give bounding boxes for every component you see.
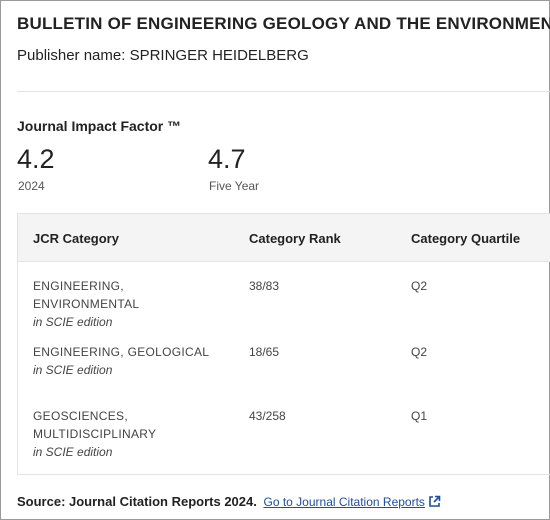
impact-factor-year: 2024 <box>18 179 45 193</box>
category-quartile: Q2 <box>411 345 428 359</box>
category-edition: in SCIE edition <box>33 363 113 377</box>
category-rank: 43/258 <box>249 409 286 423</box>
header-category-quartile: Category Quartile <box>411 231 521 246</box>
category-quartile: Q2 <box>411 279 428 293</box>
category-name-line: GEOSCIENCES, <box>33 409 128 423</box>
impact-factor-value: 4.2 <box>17 144 55 174</box>
category-edition: in SCIE edition <box>33 445 113 459</box>
category-name-line: ENGINEERING, ENVIRONMENTAL <box>33 279 140 311</box>
section-divider <box>17 91 550 92</box>
header-jcr-category: JCR Category <box>33 231 119 246</box>
header-category-rank: Category Rank <box>249 231 341 246</box>
category-edition: in SCIE edition <box>33 315 113 329</box>
five-year-impact-factor-value: 4.7 <box>208 144 246 174</box>
source-year: 2024. <box>224 494 257 509</box>
jcr-link-text[interactable]: Go to Journal Citation Reports <box>263 495 425 509</box>
impact-factor-label: Journal Impact Factor ™ <box>17 118 182 134</box>
source-line: Source: Journal Citation Reports 2024. G… <box>17 494 441 511</box>
external-link-icon[interactable] <box>428 495 441 511</box>
publisher-line: Publisher name: SPRINGER HEIDELBERG <box>17 47 309 64</box>
journal-title: BULLETIN OF ENGINEERING GEOLOGY AND THE … <box>17 14 550 33</box>
category-name-line: ENGINEERING, GEOLOGICAL <box>33 345 210 359</box>
category-quartile: Q1 <box>411 409 428 423</box>
category-name: ENGINEERING, ENVIRONMENTAL in SCIE editi… <box>33 277 233 331</box>
publisher-label: Publisher name: <box>17 47 126 64</box>
category-name-line: MULTIDISCIPLINARY <box>33 427 157 441</box>
category-name: GEOSCIENCES, MULTIDISCIPLINARY in SCIE e… <box>33 407 233 461</box>
jcr-link[interactable]: Go to Journal Citation Reports <box>264 495 441 509</box>
category-rank: 18/65 <box>249 345 280 359</box>
five-year-label: Five Year <box>209 179 260 193</box>
jcr-category-table: JCR Category Category Rank Category Quar… <box>17 213 550 475</box>
category-rank: 38/83 <box>249 279 280 293</box>
publisher-name: SPRINGER HEIDELBERG <box>129 47 309 64</box>
category-name: ENGINEERING, GEOLOGICAL in SCIE edition <box>33 343 233 379</box>
source-label: Source: Journal Citation Reports <box>17 494 221 509</box>
table-header: JCR Category Category Rank Category Quar… <box>18 214 550 262</box>
